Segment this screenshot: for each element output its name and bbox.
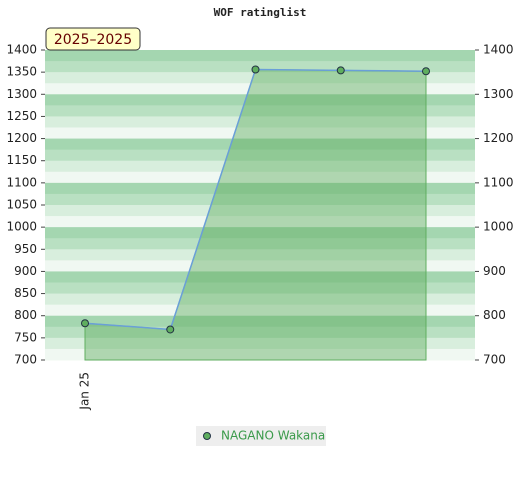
stripe	[45, 127, 475, 140]
y-tick-label: 1050	[6, 198, 37, 212]
stripe	[45, 105, 475, 117]
marker	[81, 319, 89, 328]
plot-background	[45, 50, 475, 361]
x-tick-label: Jan 25	[78, 372, 92, 411]
legend	[196, 426, 326, 446]
badge-box	[45, 27, 141, 51]
stripe	[45, 326, 475, 339]
stripe	[45, 160, 475, 173]
y-tick-label: 1150	[6, 153, 37, 167]
legend-marker	[203, 432, 211, 440]
y-tick-label: 1250	[6, 109, 37, 123]
stripe	[45, 227, 475, 239]
stripe	[45, 149, 475, 162]
stripe	[45, 216, 475, 228]
y2-tick-label: 900	[483, 264, 506, 278]
y-tick-label: 1000	[6, 220, 37, 234]
y2-tick-label: 700	[483, 353, 506, 367]
stripe	[45, 337, 475, 350]
y-tick-label: 1400	[6, 43, 37, 57]
y2-tick-label: 1100	[483, 175, 514, 189]
stripe	[45, 282, 475, 295]
stripe	[45, 50, 475, 62]
stripe	[45, 182, 475, 195]
stripe	[45, 238, 475, 250]
stripe	[45, 348, 475, 361]
marker	[422, 67, 430, 76]
y-tick-label: 700	[14, 353, 37, 367]
badge: 2025–2025	[54, 32, 132, 48]
y-tick-label: 1300	[6, 87, 37, 101]
stripe	[45, 304, 475, 317]
y-tick-label: 1100	[6, 175, 37, 189]
stripe	[45, 315, 475, 328]
stripe	[45, 116, 475, 128]
stripe	[45, 260, 475, 272]
stripe	[45, 94, 475, 106]
y-tick-label: 1350	[6, 65, 37, 79]
stripe	[45, 171, 475, 184]
stripe	[45, 83, 475, 95]
stripe	[45, 293, 475, 306]
y-tick-label: 900	[14, 264, 37, 278]
stripe	[45, 205, 475, 217]
y2-tick-label: 800	[483, 308, 506, 322]
stripe	[45, 138, 475, 151]
plot	[81, 65, 430, 361]
y-tick-label: 850	[14, 286, 37, 300]
y-tick-label: 950	[14, 242, 37, 256]
legend-label: NAGANO Wakana	[221, 429, 325, 443]
y2-tick-label: 1000	[483, 220, 514, 234]
marker	[166, 325, 175, 334]
y2-tick-label: 1300	[483, 87, 514, 101]
y-tick-label: 750	[14, 330, 37, 344]
y2-tick-label: 1200	[483, 131, 514, 145]
marker	[336, 66, 345, 75]
stripe	[45, 61, 475, 73]
stripe	[45, 271, 475, 283]
marker	[251, 65, 260, 74]
stripe	[45, 72, 475, 84]
chart-title: WOF ratinglist	[214, 6, 307, 19]
stripe	[45, 249, 475, 261]
stripe	[45, 193, 475, 206]
y-tick-label: 800	[14, 308, 37, 322]
y2-tick-label: 1400	[483, 43, 514, 57]
y-tick-label: 1200	[6, 131, 37, 145]
